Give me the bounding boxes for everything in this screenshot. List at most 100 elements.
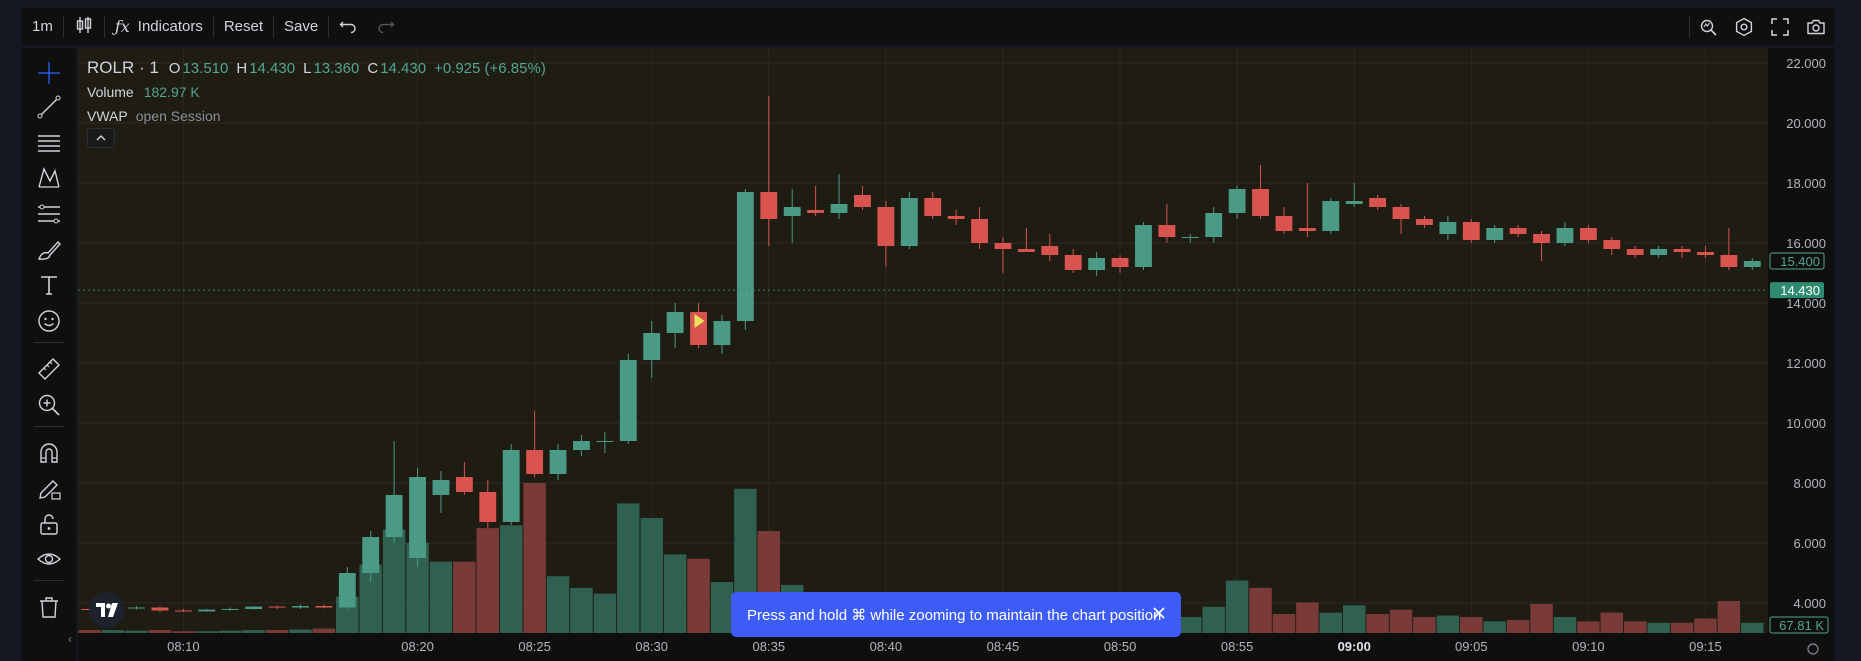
candle-body[interactable]: [409, 477, 426, 558]
zoom-tool[interactable]: [32, 390, 66, 420]
scroll-left-icon[interactable]: ‹: [68, 632, 72, 646]
candle-body[interactable]: [549, 450, 567, 474]
tradingview-logo[interactable]: [89, 592, 125, 628]
candle-body[interactable]: [1205, 213, 1223, 237]
save-button[interactable]: Save: [284, 18, 319, 35]
candle-body[interactable]: [1322, 201, 1340, 231]
candle-body[interactable]: [1650, 249, 1668, 255]
candle-body[interactable]: [596, 441, 614, 442]
candle-body[interactable]: [1439, 222, 1457, 234]
measure-tool[interactable]: [32, 354, 66, 384]
candle-body[interactable]: [643, 333, 661, 360]
candle-body[interactable]: [619, 360, 637, 441]
candle-body[interactable]: [1088, 258, 1106, 270]
candle-body[interactable]: [736, 192, 754, 321]
candle-body[interactable]: [1579, 228, 1597, 240]
candle-body[interactable]: [1228, 189, 1246, 213]
candle-body[interactable]: [526, 450, 544, 474]
candle-body[interactable]: [1509, 228, 1527, 234]
candle-body[interactable]: [479, 492, 497, 522]
interval-button[interactable]: 1m: [32, 18, 53, 35]
candle-body[interactable]: [362, 537, 380, 573]
candle-body[interactable]: [1111, 258, 1129, 267]
plot-background[interactable]: [78, 48, 1768, 633]
candle-body[interactable]: [385, 495, 403, 537]
fullscreen-button[interactable]: [1762, 8, 1798, 45]
candle-body[interactable]: [1416, 219, 1433, 225]
volume-label[interactable]: Volume: [87, 84, 134, 100]
candle-body[interactable]: [1064, 255, 1082, 270]
candle-body[interactable]: [151, 607, 169, 611]
candle-body[interactable]: [174, 610, 192, 612]
trendline-tool[interactable]: [32, 92, 66, 122]
candle-body[interactable]: [315, 606, 333, 608]
candle-body[interactable]: [1369, 198, 1387, 207]
candle-body[interactable]: [1275, 216, 1293, 231]
candle-body[interactable]: [502, 450, 520, 522]
snapshot-button[interactable]: [1798, 8, 1834, 45]
candle-body[interactable]: [854, 195, 871, 207]
undo-button[interactable]: [329, 8, 367, 45]
symbol-title[interactable]: ROLR · 1: [87, 58, 159, 77]
text-tool[interactable]: [32, 270, 66, 300]
candle-body[interactable]: [1462, 222, 1480, 240]
candle-body[interactable]: [1720, 255, 1738, 267]
candle-body[interactable]: [1486, 228, 1504, 240]
fib-tool[interactable]: [32, 199, 66, 229]
candle-body[interactable]: [268, 606, 286, 608]
candle-body[interactable]: [1135, 225, 1152, 267]
collapse-legend-button[interactable]: [87, 128, 115, 148]
candle-body[interactable]: [713, 321, 731, 345]
candle-body[interactable]: [994, 243, 1012, 249]
pattern-tool[interactable]: [32, 163, 66, 193]
remove-drawings-tool[interactable]: [32, 592, 66, 622]
candle-body[interactable]: [1697, 252, 1714, 255]
keep-drawing-tool[interactable]: [32, 474, 66, 504]
candle-body[interactable]: [1017, 249, 1035, 252]
brush-tool[interactable]: [32, 235, 66, 265]
candle-body[interactable]: [1556, 228, 1574, 243]
candle-body[interactable]: [971, 219, 988, 243]
candle-body[interactable]: [666, 312, 684, 333]
candle-body[interactable]: [573, 441, 590, 450]
candle-body[interactable]: [338, 573, 356, 608]
candle-body[interactable]: [830, 204, 848, 213]
candle-body[interactable]: [1743, 261, 1761, 267]
candle-body[interactable]: [1158, 225, 1176, 237]
toast-close-button[interactable]: [1149, 603, 1169, 623]
reset-button[interactable]: Reset: [223, 18, 264, 35]
candle-body[interactable]: [455, 477, 473, 492]
candle-body[interactable]: [221, 609, 239, 610]
horizontal-lines-tool[interactable]: [32, 128, 66, 158]
chart-type-button[interactable]: [64, 8, 104, 45]
settings-button[interactable]: [1726, 8, 1762, 45]
candle-body[interactable]: [1392, 207, 1410, 219]
vwap-label[interactable]: VWAP: [87, 108, 128, 124]
crosshair-tool[interactable]: [32, 58, 66, 88]
candle-body[interactable]: [1252, 189, 1269, 216]
candle-body[interactable]: [900, 198, 918, 246]
candle-body[interactable]: [245, 606, 263, 609]
candle-body[interactable]: [807, 210, 825, 213]
candle-body[interactable]: [947, 216, 965, 219]
candle-body[interactable]: [432, 480, 450, 495]
candle-body[interactable]: [292, 606, 309, 608]
candle-body[interactable]: [1673, 249, 1691, 252]
candlestick-chart[interactable]: 22.000 20.000 18.000 16.000 14.000 12.000 10.0…: [78, 48, 1834, 661]
candle-body[interactable]: [877, 207, 895, 246]
hide-drawings-tool[interactable]: [32, 544, 66, 574]
candle-body[interactable]: [924, 198, 942, 216]
indicators-button[interactable]: ƒx Indicators: [105, 8, 213, 45]
lock-drawings-tool[interactable]: [32, 509, 66, 539]
quick-search-button[interactable]: [1690, 8, 1726, 45]
candle-body[interactable]: [1181, 237, 1199, 238]
candle-body[interactable]: [1603, 240, 1621, 249]
candle-body[interactable]: [783, 207, 801, 216]
emoji-tool[interactable]: [32, 306, 66, 336]
candle-body[interactable]: [1626, 249, 1644, 255]
candle-body[interactable]: [198, 609, 216, 612]
candle-body[interactable]: [1533, 234, 1550, 243]
time-axis-background[interactable]: [78, 633, 1768, 661]
candle-body[interactable]: [1345, 201, 1363, 204]
candle-body[interactable]: [128, 607, 145, 609]
